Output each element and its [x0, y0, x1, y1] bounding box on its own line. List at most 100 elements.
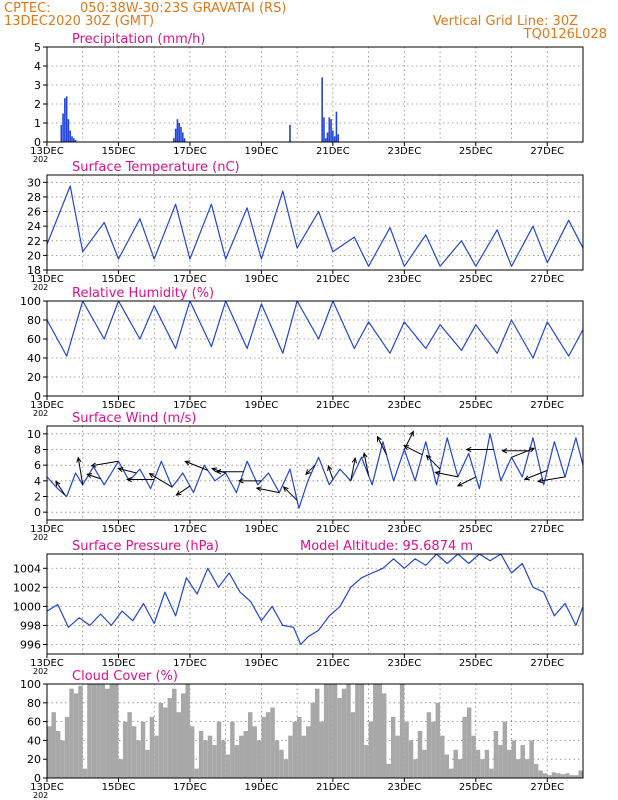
precip-bar: [330, 119, 332, 142]
cloud-bar: [529, 740, 534, 778]
precip-bar: [180, 126, 182, 142]
x-tick-label: 19DEC: [245, 524, 279, 535]
panels: 0 1 2 3 4 5 13DEC 15DEC 17DEC 19DEC 21DEC 23DEC 25DE…: [13, 32, 591, 800]
wind-arrow-head: [528, 447, 536, 453]
cloud-bar: [149, 716, 155, 778]
plot-area: [47, 684, 591, 778]
cloud-bar: [243, 731, 248, 778]
header-init-time: 13DEC2020 30Z (GMT): [4, 14, 154, 29]
cloud-bar: [234, 745, 240, 778]
cloud-bar: [306, 726, 311, 778]
wind-arrow-head: [175, 490, 182, 496]
wind-arrow: [215, 469, 244, 475]
wind-arrow-head: [377, 435, 382, 442]
cloud-bar: [511, 740, 516, 778]
y-tick-label: 996: [20, 638, 41, 651]
wind-arrow: [86, 473, 101, 480]
y-tick-label: 4: [34, 60, 41, 73]
x-tick-label: 27DEC: [530, 524, 564, 535]
cloud-bar: [288, 735, 293, 778]
cloud-bar: [332, 684, 338, 778]
cloud-bar: [158, 702, 164, 778]
x-tick-label: 15DEC: [102, 146, 136, 157]
x-tick-label: 23DEC: [387, 524, 421, 535]
y-tick-label: 2: [34, 491, 41, 504]
wind-arrow-head: [403, 445, 410, 451]
cloud-bar: [176, 712, 181, 778]
wind-arrow-head: [255, 486, 262, 492]
x-tick-label: 23DEC: [387, 146, 421, 157]
cloud-bar: [475, 749, 481, 778]
wind-arrow: [350, 457, 357, 481]
wind-arrow-head: [501, 448, 508, 454]
wind-arrow-shaft: [350, 458, 356, 481]
cloud-bar: [587, 773, 591, 778]
cloud-bar: [114, 684, 119, 778]
wind-arrow: [255, 486, 280, 494]
wind-arrow: [501, 448, 530, 454]
cloud-bar: [55, 731, 61, 778]
wind-arrow-shaft: [283, 486, 298, 501]
panel-frame: [46, 683, 584, 779]
precip-bar: [178, 123, 181, 142]
x-tick-label: 17DEC: [173, 274, 207, 285]
y-tick-label: 60: [27, 333, 41, 346]
cloud-bar: [252, 726, 257, 778]
cloud-bar: [382, 693, 387, 778]
y-tick-label: 0: [34, 506, 41, 519]
panel-title: Surface Wind (m/s): [72, 411, 196, 426]
x-year-label: 202: [33, 409, 48, 418]
cloud-bar: [69, 688, 74, 778]
x-year-label: 202: [33, 283, 48, 292]
cloud-bar: [404, 721, 409, 778]
x-tick-label: 13DEC: [30, 782, 64, 793]
precip-bar: [326, 132, 329, 142]
cloud-bar: [283, 759, 289, 778]
wind-arrow-head: [434, 470, 441, 476]
cloud-bar: [145, 749, 150, 778]
cloud-bar: [556, 773, 561, 778]
cloud-bar: [377, 684, 382, 778]
panel-title: Surface Pressure (hPa): [72, 539, 219, 554]
plot-area: [47, 554, 583, 646]
wind-arrow: [282, 486, 298, 501]
cloud-bar: [350, 712, 356, 778]
precip-bar: [60, 124, 63, 142]
y-tick-label: 998: [20, 619, 41, 632]
wind-arrow: [456, 476, 477, 487]
precip-bar: [183, 138, 186, 142]
x-year-label: 202: [33, 155, 48, 164]
x-tick-label: 19DEC: [245, 658, 279, 669]
x-tick-label: 25DEC: [459, 782, 493, 793]
y-tick-label: 30: [27, 176, 41, 189]
cloud-bar: [524, 759, 530, 778]
wind-arrow-head: [351, 457, 357, 464]
x-year-label: 202: [33, 667, 48, 676]
cloud-bar: [341, 688, 347, 778]
cloud-bar: [118, 759, 123, 778]
wind-arrow-head: [536, 478, 544, 484]
wind-arrow-shaft: [524, 469, 548, 480]
x-tick-label: 27DEC: [530, 274, 564, 285]
precip-bar: [67, 119, 70, 142]
y-tick-label: 28: [27, 191, 41, 204]
cloud-bar: [198, 731, 204, 778]
wind-arrow-shaft: [118, 468, 137, 474]
wind-arrow-head: [237, 478, 244, 484]
precip-bar: [335, 111, 338, 142]
precip-bar: [328, 117, 331, 142]
y-tick-label: 24: [27, 220, 41, 233]
cloud-bar: [248, 712, 253, 778]
cloud-bar: [498, 745, 503, 778]
cloud-bar: [551, 772, 557, 778]
y-tick-label: 0: [34, 772, 41, 785]
x-tick-label: 21DEC: [316, 274, 350, 285]
y-tick-label: 22: [27, 235, 41, 248]
cloud-bar: [364, 745, 369, 778]
y-tick-label: 18: [27, 264, 41, 277]
wind-arrow-head: [282, 486, 289, 492]
cloud-bar: [225, 754, 231, 778]
cloud-bar: [489, 768, 494, 778]
